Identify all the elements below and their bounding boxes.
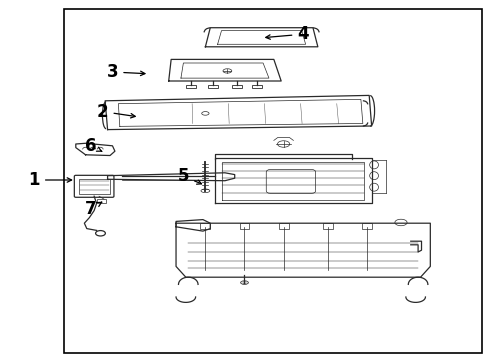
Bar [207,85,217,88]
Text: 7: 7 [84,200,102,218]
Bar [63,9,481,353]
Bar [79,179,109,194]
Text: 3: 3 [106,63,144,81]
Text: 5: 5 [177,167,201,185]
Bar [278,223,288,229]
Bar [185,85,195,88]
Bar [232,85,242,88]
Bar [361,223,371,229]
Text: 2: 2 [97,103,135,121]
Text: 1: 1 [28,171,71,189]
Bar [322,223,332,229]
Bar [239,223,249,229]
Text: 6: 6 [84,137,102,155]
Bar [200,223,210,229]
Text: 4: 4 [265,25,308,43]
Bar [251,85,261,88]
Bar [96,199,106,203]
